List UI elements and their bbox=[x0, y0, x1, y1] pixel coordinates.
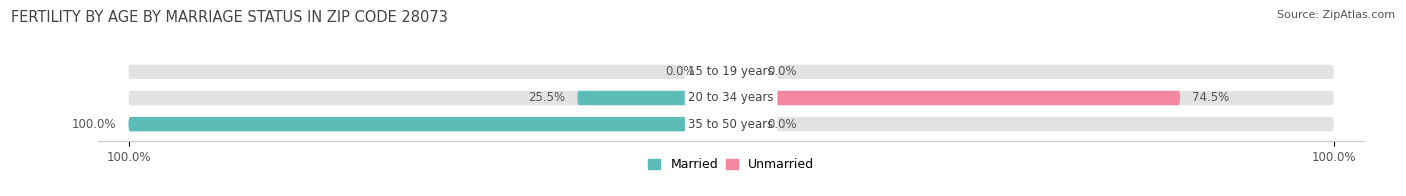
FancyBboxPatch shape bbox=[707, 65, 731, 79]
Text: Source: ZipAtlas.com: Source: ZipAtlas.com bbox=[1277, 10, 1395, 20]
FancyBboxPatch shape bbox=[128, 117, 731, 131]
FancyBboxPatch shape bbox=[128, 65, 1334, 79]
Text: 0.0%: 0.0% bbox=[768, 65, 797, 78]
Text: 100.0%: 100.0% bbox=[72, 118, 117, 131]
FancyBboxPatch shape bbox=[731, 65, 755, 79]
FancyBboxPatch shape bbox=[128, 91, 1334, 105]
Text: 0.0%: 0.0% bbox=[665, 65, 695, 78]
FancyBboxPatch shape bbox=[731, 117, 755, 131]
Text: 15 to 19 years: 15 to 19 years bbox=[689, 65, 773, 78]
Text: 0.0%: 0.0% bbox=[768, 118, 797, 131]
Legend: Married, Unmarried: Married, Unmarried bbox=[645, 156, 817, 174]
FancyBboxPatch shape bbox=[128, 117, 1334, 131]
FancyBboxPatch shape bbox=[578, 91, 731, 105]
Text: 35 to 50 years: 35 to 50 years bbox=[689, 118, 773, 131]
Text: 74.5%: 74.5% bbox=[1192, 92, 1229, 104]
Text: FERTILITY BY AGE BY MARRIAGE STATUS IN ZIP CODE 28073: FERTILITY BY AGE BY MARRIAGE STATUS IN Z… bbox=[11, 10, 449, 25]
Text: 20 to 34 years: 20 to 34 years bbox=[689, 92, 773, 104]
FancyBboxPatch shape bbox=[731, 91, 1180, 105]
Text: 25.5%: 25.5% bbox=[529, 92, 565, 104]
